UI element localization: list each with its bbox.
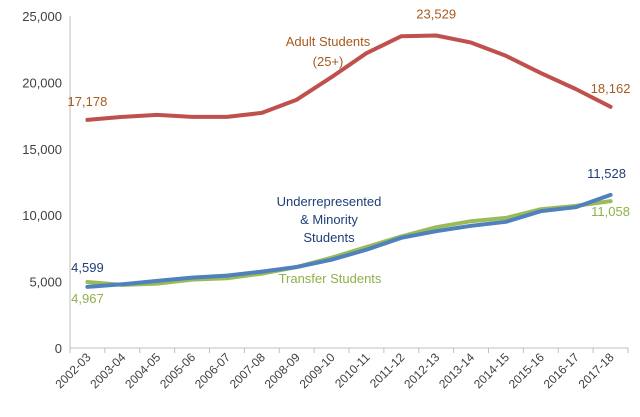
data-label: 4,599 bbox=[71, 260, 104, 275]
series-name-label: Transfer Students bbox=[279, 271, 382, 286]
chart-series bbox=[85, 33, 613, 289]
y-tick-label: 0 bbox=[55, 341, 62, 356]
x-tick-label: 2005-06 bbox=[157, 350, 198, 391]
x-tick-label: 2008-09 bbox=[262, 350, 303, 391]
series-line bbox=[85, 33, 613, 122]
series-name-label: Underrepresented bbox=[277, 194, 382, 209]
data-label: 23,529 bbox=[416, 7, 456, 22]
y-tick-label: 15,000 bbox=[22, 142, 62, 157]
x-tick-label: 2003-04 bbox=[87, 350, 128, 391]
data-label: 4,967 bbox=[71, 291, 104, 306]
series-name-label: & Minority bbox=[300, 212, 358, 227]
x-tick-label: 2006-07 bbox=[192, 350, 233, 391]
x-tick-label: 2012-13 bbox=[401, 350, 442, 391]
series-name-label: Students bbox=[303, 230, 355, 245]
x-tick-label: 2017-18 bbox=[576, 350, 617, 391]
data-label: 17,178 bbox=[68, 94, 108, 109]
y-tick-label: 10,000 bbox=[22, 208, 62, 223]
y-tick-label: 20,000 bbox=[22, 75, 62, 90]
data-label: 11,058 bbox=[591, 204, 630, 219]
y-tick-label: 5,000 bbox=[29, 275, 62, 290]
series-name-label: (25+) bbox=[313, 54, 344, 69]
x-tick-label: 2002-03 bbox=[53, 350, 94, 391]
chart-annotations: 17,178 23,529 18,162 Adult Students (25+) 4,5… bbox=[68, 7, 631, 307]
data-label: 18,162 bbox=[591, 81, 631, 96]
x-tick-label: 2011-12 bbox=[367, 350, 408, 391]
data-label: 11,528 bbox=[587, 166, 626, 181]
x-tick-label: 2010-11 bbox=[332, 350, 373, 391]
x-tick-label: 2004-05 bbox=[122, 350, 163, 391]
x-tick-label: 2014-15 bbox=[471, 350, 512, 391]
x-tick-label: 2013-14 bbox=[436, 350, 477, 391]
series-line bbox=[85, 199, 613, 287]
x-tick-label: 2009-10 bbox=[297, 350, 338, 391]
series-line bbox=[85, 192, 613, 289]
x-tick-label: 2016-17 bbox=[541, 350, 582, 391]
x-tick-label: 2007-08 bbox=[227, 350, 268, 391]
x-tick-label: 2015-16 bbox=[506, 350, 547, 391]
y-tick-label: 25,000 bbox=[22, 9, 62, 24]
series-name-label: Adult Students bbox=[286, 34, 371, 49]
